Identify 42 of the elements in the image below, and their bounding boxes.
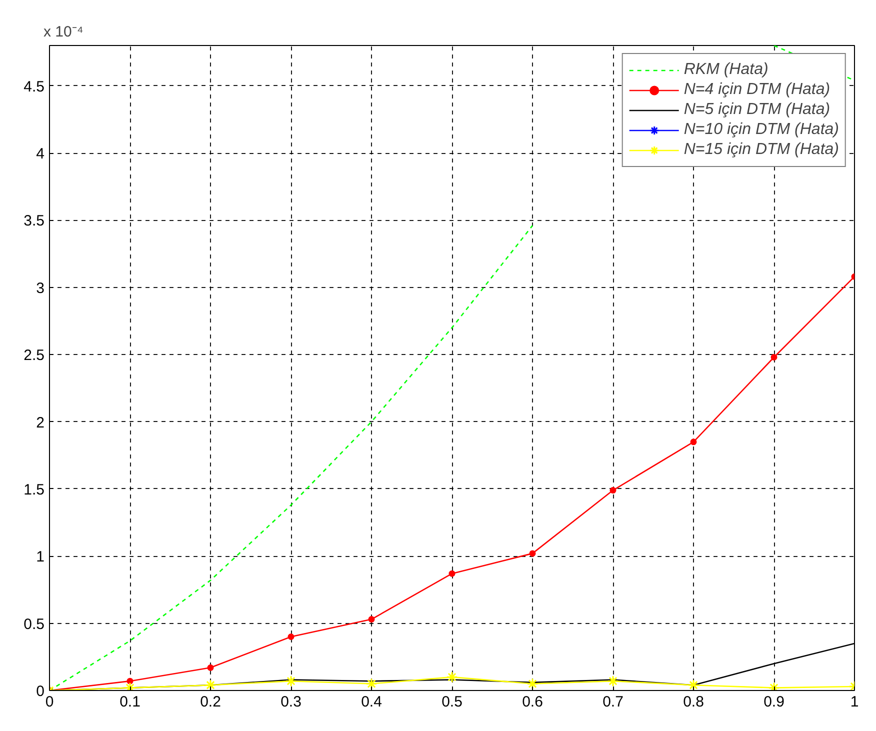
y-tick-label: 1.5 — [24, 481, 45, 498]
y-tick-label: 1 — [36, 548, 44, 566]
point — [690, 438, 697, 446]
point — [204, 679, 216, 690]
x-tick-label: 0.5 — [442, 694, 462, 710]
legend-label: N=10 için DTM (Hata) — [684, 121, 839, 139]
x-tick-label: 0.1 — [120, 694, 140, 710]
point — [126, 678, 134, 684]
x-tick-label: 0.7 — [602, 694, 624, 710]
point — [366, 678, 378, 690]
point — [607, 675, 619, 687]
point — [207, 664, 214, 671]
point — [368, 616, 375, 623]
y-tick-label: 2 — [36, 414, 44, 432]
point — [526, 678, 538, 690]
x-tick-label: 0.2 — [200, 694, 221, 710]
y-tick-label: 2.5 — [24, 347, 45, 364]
point — [688, 679, 700, 690]
point — [446, 671, 458, 683]
y-tick-label: 0.5 — [24, 616, 45, 633]
y-tick-label: 3 — [36, 280, 44, 297]
point — [285, 675, 297, 687]
point — [448, 570, 456, 577]
x-tick-label: 0.8 — [683, 694, 704, 710]
legend-label: N=5 için DTM (Hata) — [684, 101, 830, 119]
point — [529, 550, 536, 557]
text: x 10⁻⁴ — [44, 24, 84, 40]
y-tick-label: 0 — [36, 683, 44, 700]
x-tick-label: 1 — [850, 694, 859, 710]
x-tick-label: 0.9 — [764, 694, 784, 710]
legend-label: N=4 için DTM (Hata) — [684, 81, 830, 99]
legend-label: RKM (Hata) — [684, 61, 768, 79]
point — [610, 487, 616, 494]
x-tick-label: 0.3 — [280, 694, 302, 710]
point — [770, 354, 778, 360]
y-tick-label: 3.5 — [24, 212, 45, 230]
x-tick-label: 0.4 — [361, 694, 382, 710]
x-tick-label: 0.6 — [522, 694, 543, 710]
legend-label: N=15 için DTM (Hata) — [684, 141, 839, 159]
y-tick-label: 4 — [36, 146, 44, 162]
y-tick-label: 4.5 — [24, 78, 45, 96]
point — [288, 634, 294, 640]
